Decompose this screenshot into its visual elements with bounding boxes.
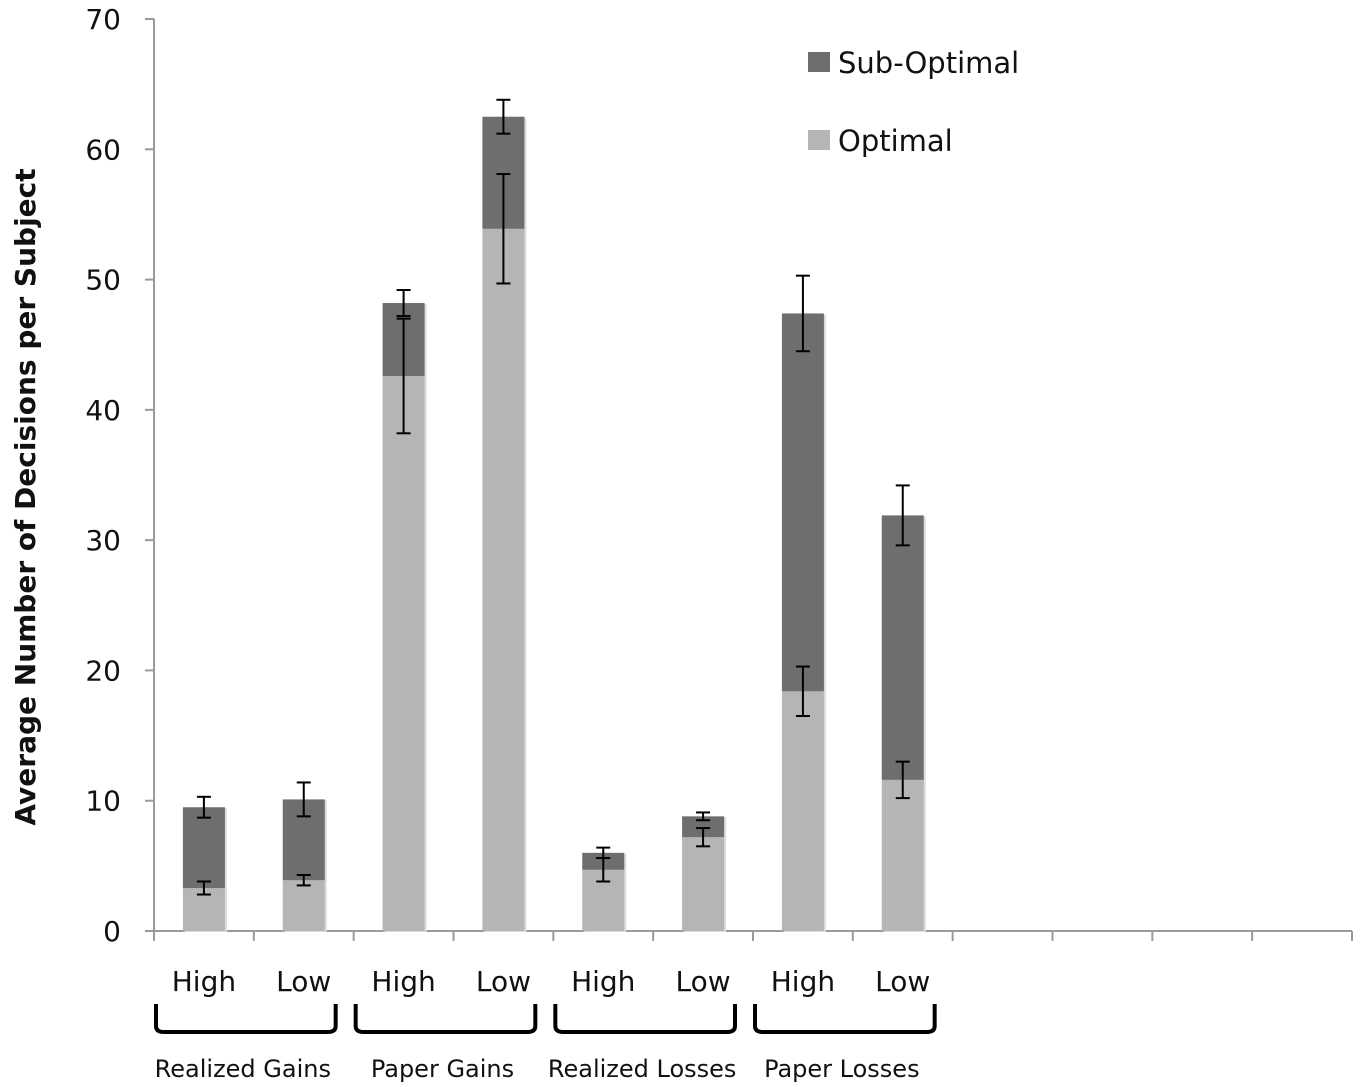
y-tick-label: 30 bbox=[85, 524, 121, 557]
category-label: High bbox=[371, 965, 435, 998]
error-bar-optimal bbox=[895, 760, 910, 800]
legend-swatch bbox=[808, 52, 830, 72]
error-bar-optimal bbox=[496, 173, 511, 285]
y-tick-label: 0 bbox=[103, 915, 121, 948]
y-tick-label: 10 bbox=[85, 785, 121, 818]
y-tick-label: 50 bbox=[85, 264, 121, 297]
group-brackets: Realized Gains Paper Gains Realized Losses… bbox=[154, 1004, 937, 1083]
bar-sub-optimal bbox=[182, 807, 225, 889]
category-labels: High Low High Low High Low High Low bbox=[172, 965, 931, 998]
y-tick-label: 20 bbox=[85, 654, 121, 687]
group-bracket bbox=[353, 1004, 538, 1034]
error-bar-optimal bbox=[696, 827, 711, 848]
bar-sub-optimal bbox=[881, 515, 924, 780]
legend-label: Sub-Optimal bbox=[838, 46, 1019, 80]
error-bar-sub-optimal bbox=[396, 288, 411, 318]
legend-swatch bbox=[808, 130, 830, 150]
error-bar-sub-optimal bbox=[895, 484, 910, 547]
category-label: High bbox=[172, 965, 236, 998]
error-bar-optimal bbox=[196, 880, 211, 896]
legend: Sub-Optimal Optimal bbox=[808, 46, 1019, 158]
error-bars bbox=[196, 98, 910, 896]
bar-optimal bbox=[682, 837, 725, 931]
error-bar-optimal bbox=[296, 873, 311, 887]
error-bar-sub-optimal bbox=[795, 274, 810, 353]
group-bracket bbox=[154, 1004, 338, 1034]
x-axis bbox=[153, 930, 1353, 941]
y-tick-label: 70 bbox=[85, 3, 121, 36]
bar-sub-optimal bbox=[682, 816, 725, 838]
group-label: Realized Losses bbox=[548, 1055, 737, 1083]
y-tick-label: 40 bbox=[85, 394, 121, 427]
error-bar-optimal bbox=[396, 317, 411, 435]
group-bracket bbox=[753, 1004, 937, 1034]
bar-optimal bbox=[881, 779, 924, 931]
error-bar-optimal bbox=[795, 665, 810, 718]
bar-optimal bbox=[382, 375, 425, 931]
bar-optimal bbox=[781, 691, 824, 931]
legend-label: Optimal bbox=[838, 124, 953, 158]
error-bar-sub-optimal bbox=[596, 846, 611, 860]
group-bracket bbox=[553, 1004, 737, 1034]
error-bar-sub-optimal bbox=[696, 811, 711, 822]
bar-optimal bbox=[282, 880, 325, 931]
y-tick-label: 60 bbox=[85, 133, 121, 166]
category-label: Low bbox=[676, 965, 731, 998]
category-label: High bbox=[771, 965, 835, 998]
y-axis: 0 10 20 30 40 50 60 70 bbox=[85, 3, 155, 948]
y-axis-title: Average Number of Decisions per Subject bbox=[9, 168, 42, 825]
category-label: High bbox=[571, 965, 635, 998]
category-label: Low bbox=[276, 965, 331, 998]
error-bar-sub-optimal bbox=[496, 98, 511, 135]
category-label: Low bbox=[875, 965, 930, 998]
error-bar-sub-optimal bbox=[196, 795, 211, 819]
group-label: Realized Gains bbox=[155, 1055, 331, 1083]
bar-sub-optimal bbox=[781, 313, 824, 692]
bars bbox=[182, 116, 926, 933]
bar-optimal bbox=[482, 228, 525, 931]
error-bar-sub-optimal bbox=[296, 781, 311, 818]
group-label: Paper Gains bbox=[371, 1055, 514, 1083]
category-label: Low bbox=[476, 965, 531, 998]
group-label: Paper Losses bbox=[764, 1055, 920, 1083]
